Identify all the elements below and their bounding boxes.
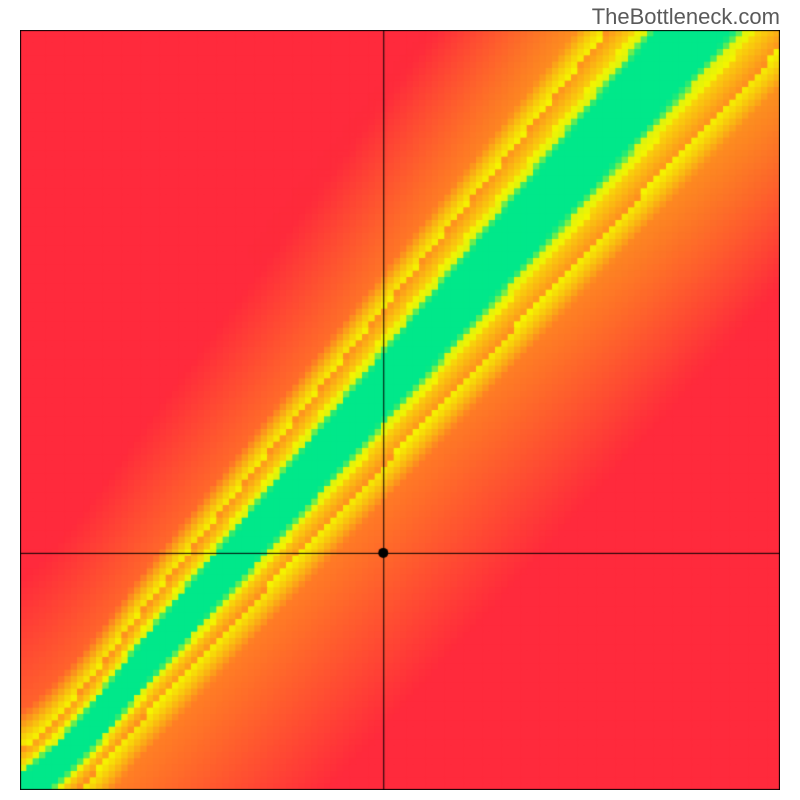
heatmap-chart xyxy=(20,30,780,790)
watermark-text: TheBottleneck.com xyxy=(592,4,780,30)
heatmap-canvas xyxy=(20,30,780,790)
